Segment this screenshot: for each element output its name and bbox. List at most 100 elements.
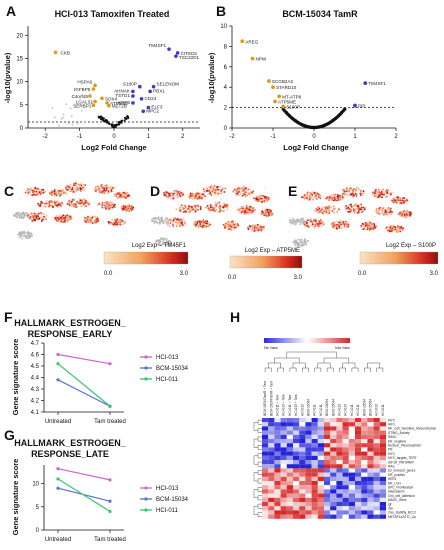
cell-point (203, 221, 205, 223)
heatmap-cell (355, 481, 362, 486)
cell-point (254, 228, 257, 230)
cell-point (27, 237, 29, 240)
heatmap-cell (348, 418, 355, 423)
cell-point (355, 186, 358, 189)
cell-point (83, 188, 85, 191)
cell-point (355, 208, 358, 211)
x-tick-label: Untreated (45, 419, 71, 425)
heatmap-row-label: MYC (388, 418, 396, 422)
heatmap-cell (336, 455, 343, 460)
heatmap-cell (361, 455, 368, 460)
cell-point (116, 196, 119, 198)
cell-point (66, 188, 69, 191)
heatmap-cell (274, 506, 281, 511)
heatmap-cell (367, 439, 374, 444)
cell-point (321, 210, 324, 212)
gene-point (53, 116, 56, 119)
cell-point (217, 201, 219, 203)
cell-point (343, 225, 346, 228)
cell-point (153, 222, 156, 224)
cell-point (179, 190, 181, 193)
cell-point (35, 188, 38, 190)
heatmap-cell (361, 434, 368, 439)
cell-point (73, 198, 75, 200)
cell-point (18, 217, 21, 219)
cell-point (246, 194, 249, 197)
colorbar-d-min: 0.0 (228, 275, 237, 281)
heatmap-cell (305, 443, 312, 448)
heatmap-cell (348, 468, 355, 473)
cell-point (219, 209, 222, 212)
cell-point (65, 186, 67, 189)
cell-point (372, 190, 375, 193)
gene-label: TSC22D1 (179, 55, 200, 60)
cell-point (263, 210, 266, 213)
cell-point (313, 227, 316, 230)
gene-label: IGFBP5 (74, 87, 91, 92)
cell-point (159, 217, 162, 220)
cell-point (79, 183, 82, 185)
heatmap-cell (311, 497, 318, 502)
heatmap-cell (330, 468, 337, 473)
panel-label-d: D (150, 183, 160, 199)
heatmap-cell (330, 451, 337, 456)
cell-point (303, 197, 306, 200)
cell-point (346, 225, 349, 228)
heatmap-cell (262, 460, 269, 465)
cell-point (107, 220, 110, 223)
cell-point (121, 194, 124, 197)
heatmap-cell (299, 422, 306, 427)
heatmap-cell (311, 506, 318, 511)
heatmap-cell (317, 422, 324, 427)
panel-label-b: B (216, 3, 226, 19)
heatmap-cell (336, 497, 343, 502)
heatmap-cell (299, 460, 306, 465)
heatmap-cell (299, 418, 306, 423)
heatmap-cell (262, 514, 269, 519)
cell-point (392, 201, 395, 204)
cell-point (163, 193, 166, 195)
cell-point (94, 190, 97, 192)
cell-point (311, 193, 313, 196)
heatmap-cell (336, 447, 343, 452)
cell-point (289, 218, 292, 221)
cell-point (193, 196, 196, 199)
cell-point (347, 189, 350, 192)
cell-point (75, 179, 77, 182)
cell-point (313, 209, 316, 212)
heatmap-cell (367, 460, 374, 465)
heatmap-cell (268, 472, 275, 477)
cell-point (180, 208, 183, 211)
cell-point (299, 221, 302, 224)
heatmap-cell (311, 472, 318, 477)
cell-point (209, 209, 211, 212)
series-point (56, 477, 60, 481)
cell-point (65, 218, 68, 221)
cell-point (203, 198, 206, 201)
cell-point (103, 188, 106, 190)
heatmap-row-label: NK_Cell_Sensitive_Mesenchymal (388, 427, 436, 431)
cell-point (242, 207, 245, 210)
cell-point (48, 205, 51, 208)
heatmap-cell (286, 430, 293, 435)
cell-point (313, 218, 316, 221)
heatmap-cell (286, 476, 293, 481)
gene-label: S100P (123, 82, 137, 87)
colorbar-c-title: Log2 Exp – TM45F1 (132, 243, 187, 249)
heatmap-cell (379, 464, 386, 469)
cell-point (174, 193, 177, 196)
heatmap-cell (293, 497, 300, 502)
heatmap-grid (262, 418, 386, 519)
dendrogram-branch (257, 436, 262, 442)
heatmap-cell (373, 485, 380, 490)
cell-point (386, 192, 389, 194)
heatmap-cell (274, 514, 281, 519)
cell-point (114, 206, 116, 208)
cell-point (54, 216, 57, 219)
cell-point (299, 238, 301, 241)
cell-point (194, 206, 197, 209)
heatmap-cell (293, 472, 300, 477)
cell-point (332, 211, 335, 213)
heatmap-row-label: E2_induced_genes (388, 469, 416, 473)
cell-point (178, 225, 181, 228)
